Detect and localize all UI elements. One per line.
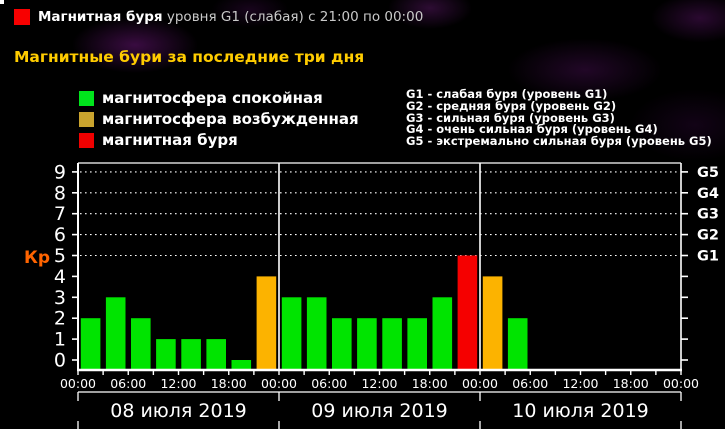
time-label: 12:00 [160, 376, 196, 391]
current-storm-note: Магнитная буря уровня G1 (слабая) с 21:0… [14, 9, 423, 25]
g-level-line: G4 - очень сильная буря (уровень G4) [406, 122, 658, 137]
kp-bar [507, 318, 528, 370]
kp-bar [306, 297, 327, 370]
current-storm-text: Магнитная буря уровня G1 (слабая) с 21:0… [38, 9, 423, 25]
time-label: 12:00 [361, 376, 397, 391]
y-tick-label: 0 [54, 350, 66, 372]
time-label: 00:00 [663, 376, 699, 391]
time-label: 00:00 [462, 376, 498, 391]
kp-bar [231, 360, 252, 370]
y-tick-label: 3 [54, 287, 66, 309]
chart-legend: магнитосфера спокойная магнитосфера возб… [79, 91, 359, 148]
time-label: 18:00 [613, 376, 649, 391]
y-axis-title: Кр [24, 248, 50, 268]
time-label: 06:00 [512, 376, 548, 391]
corner-speck [0, 0, 4, 4]
kp-bar [156, 339, 176, 370]
y-tick-label: 1 [54, 329, 66, 351]
day-label: 10 июля 2019 [512, 400, 649, 422]
right-axis-label-G4: G4 [697, 186, 719, 202]
storm-legend-swatch [79, 133, 94, 148]
time-label: 06:00 [311, 376, 347, 391]
right-axis-label-G1: G1 [697, 249, 719, 265]
quiet-color-swatch [79, 91, 94, 106]
kp-bar [332, 318, 352, 370]
kp-bar [407, 318, 427, 370]
kp-bar [482, 276, 503, 370]
g-level-line: G5 - экстремально сильная буря (уровень … [406, 134, 712, 149]
legend-label: магнитосфера спокойная [102, 89, 323, 107]
excited-color-swatch [79, 112, 94, 127]
day-label: 09 июля 2019 [311, 400, 448, 422]
legend-label: магнитная буря [102, 131, 238, 149]
legend-label: магнитосфера возбужденная [102, 110, 359, 128]
current-storm-text-rest: уровня G1 (слабая) с 21:00 по 00:00 [162, 9, 424, 25]
g-level-line: G3 - сильная буря (уровень G3) [406, 110, 615, 125]
right-axis-label-G5: G5 [697, 165, 719, 181]
y-tick-label: 9 [54, 161, 66, 183]
g-level-line: G2 - средняя буря (уровень G2) [406, 98, 617, 113]
time-label: 18:00 [211, 376, 247, 391]
g-level-line: G1 - слабая буря (уровень G1) [406, 87, 608, 101]
kp-bar [457, 255, 478, 370]
time-label: 06:00 [110, 376, 146, 391]
g-level-descriptions: G1 - слабая буря (уровень G1) G2 - средн… [406, 87, 712, 149]
legend-item-storm: магнитная буря [79, 133, 359, 148]
time-label: 00:00 [60, 376, 96, 391]
y-tick-label: 2 [54, 308, 66, 330]
current-storm-text-bold: Магнитная буря [38, 9, 163, 25]
kp-bar [357, 318, 377, 370]
time-label: 18:00 [412, 376, 448, 391]
kp-bar [131, 318, 151, 370]
kp-bar [105, 297, 126, 370]
legend-item-excited: магнитосфера возбужденная [79, 112, 359, 127]
kp-bar [256, 276, 277, 370]
time-label: 12:00 [562, 376, 598, 391]
y-tick-label: 5 [54, 245, 66, 267]
y-tick-label: 4 [54, 266, 66, 288]
kp-bar [432, 297, 453, 370]
y-tick-label: 6 [54, 224, 66, 246]
page-title: Магнитные бури за последние три дня [14, 48, 365, 66]
kp-bar [281, 297, 302, 370]
kp-bar [181, 339, 201, 370]
day-label: 08 июля 2019 [110, 400, 247, 422]
legend-item-quiet: магнитосфера спокойная [79, 91, 359, 106]
kp-bar [80, 318, 101, 370]
right-axis-label-G2: G2 [697, 228, 719, 244]
storm-color-swatch [14, 9, 30, 25]
y-tick-label: 8 [54, 182, 66, 204]
y-tick-label: 7 [54, 203, 66, 225]
kp-bar [206, 339, 226, 370]
time-label: 00:00 [261, 376, 297, 391]
right-axis-label-G3: G3 [697, 207, 719, 223]
kp-bar [382, 318, 402, 370]
